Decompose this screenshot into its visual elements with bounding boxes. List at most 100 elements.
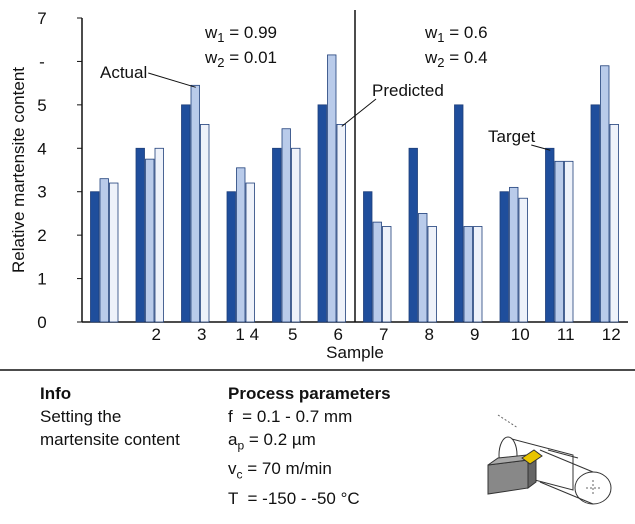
info-line: martensite content <box>40 430 180 449</box>
callout-line <box>531 144 551 151</box>
bar <box>336 124 346 323</box>
x-tick-label: 11 <box>557 325 575 344</box>
param-sub: c <box>236 467 243 482</box>
tool-icon <box>487 414 612 505</box>
weight-value: = 0.4 <box>445 48 488 67</box>
series-label: Predicted <box>372 81 444 100</box>
bar <box>499 191 509 323</box>
bar <box>473 226 483 323</box>
info-heading: Info <box>40 384 72 403</box>
x-tick-label: 7 <box>379 325 388 344</box>
bar <box>509 186 519 323</box>
weight-symbol: w <box>424 23 438 42</box>
bar <box>226 191 236 323</box>
weight-sub: 1 <box>437 30 444 45</box>
weight-label: w2 = 0.4 <box>424 48 488 70</box>
y-tick-label: 4 <box>37 139 46 158</box>
bar <box>145 158 155 323</box>
bar <box>291 147 301 323</box>
bar <box>99 178 109 323</box>
series-label: Target <box>488 127 536 146</box>
param-line: f = 0.1 - 0.7 mm <box>228 405 360 428</box>
series-label: Actual <box>100 63 147 82</box>
y-tick-label: 1 <box>37 270 46 289</box>
callout-line <box>341 98 377 127</box>
bar <box>190 84 200 323</box>
bar <box>236 167 246 323</box>
bar <box>518 197 528 323</box>
bar <box>600 65 610 323</box>
bar <box>272 147 282 323</box>
x-tick-label: 1 4 <box>235 325 259 344</box>
x-axis-label: Sample <box>326 343 384 362</box>
y-tick-label: - <box>39 52 45 71</box>
bar <box>317 104 327 323</box>
weight-label: w1 = 0.6 <box>424 23 488 45</box>
weight-symbol: w <box>204 48 218 67</box>
info-line: Setting the <box>40 407 122 426</box>
chart: Relative martensite content Sample 01234… <box>0 9 635 371</box>
y-axis-label: Relative martensite content <box>9 67 28 273</box>
bar <box>427 226 437 323</box>
weight-label: w1 = 0.99 <box>204 23 277 45</box>
y-tick-label: 7 <box>37 9 46 28</box>
bar <box>109 182 119 323</box>
x-tick-label: 2 <box>152 325 161 344</box>
param-symbol: f <box>228 407 233 426</box>
param-value: = 0.1 - 0.7 mm <box>232 407 353 426</box>
bar <box>181 104 191 323</box>
process-heading: Process parameters <box>228 384 391 403</box>
param-symbol: a <box>228 430 238 449</box>
weight-value: = 0.01 <box>225 48 277 67</box>
bar <box>245 182 255 323</box>
bar <box>200 124 210 323</box>
info-text: Setting the martensite content <box>40 405 180 451</box>
bar <box>372 221 382 323</box>
bar <box>463 226 473 323</box>
bar <box>418 213 428 323</box>
weight-symbol: w <box>424 48 438 67</box>
x-tick-label: 9 <box>470 325 479 344</box>
y-tick-label: 2 <box>37 226 46 245</box>
x-tick-label: 6 <box>334 325 343 344</box>
y-tick-label: 5 <box>37 96 46 115</box>
bar <box>554 160 564 323</box>
param-value: = -150 - -50 °C <box>238 488 360 508</box>
bar <box>90 191 100 323</box>
param-line: T = -150 - -50 °C <box>228 487 360 510</box>
bar <box>281 128 291 323</box>
bar <box>327 54 337 323</box>
weight-value: = 0.6 <box>445 23 488 42</box>
bar <box>454 104 464 323</box>
bar <box>154 147 164 323</box>
weight-value: = 0.99 <box>225 23 277 42</box>
callout-line <box>148 72 196 88</box>
x-tick-label: 8 <box>425 325 434 344</box>
param-sub: p <box>237 438 245 453</box>
y-tick-label: 3 <box>37 183 46 202</box>
weight-sub: 2 <box>437 55 444 70</box>
param-line: vc = 70 m/min <box>228 457 360 486</box>
param-value: = 70 m/min <box>242 459 332 479</box>
bar <box>382 226 392 323</box>
weight-sub: 1 <box>217 30 224 45</box>
weight-label: w2 = 0.01 <box>204 48 277 70</box>
x-tick-label: 12 <box>602 325 621 344</box>
y-tick-label: 0 <box>37 313 46 332</box>
bar <box>564 160 574 323</box>
bar <box>135 147 145 323</box>
process-params: f = 0.1 - 0.7 mm ap = 0.2 µm vc = 70 m/min… <box>228 405 360 510</box>
param-symbol: v <box>228 459 237 479</box>
param-line: ap = 0.2 µm <box>228 428 360 457</box>
param-symbol: T <box>228 488 239 508</box>
x-tick-label: 10 <box>511 325 530 344</box>
param-value: = 0.2 µm <box>244 430 316 449</box>
bar <box>590 104 600 323</box>
bar <box>545 147 555 323</box>
x-tick-label: 3 <box>197 325 206 344</box>
bar <box>363 191 373 323</box>
x-tick-label: 5 <box>288 325 297 344</box>
bar <box>408 147 418 323</box>
weight-symbol: w <box>204 23 218 42</box>
